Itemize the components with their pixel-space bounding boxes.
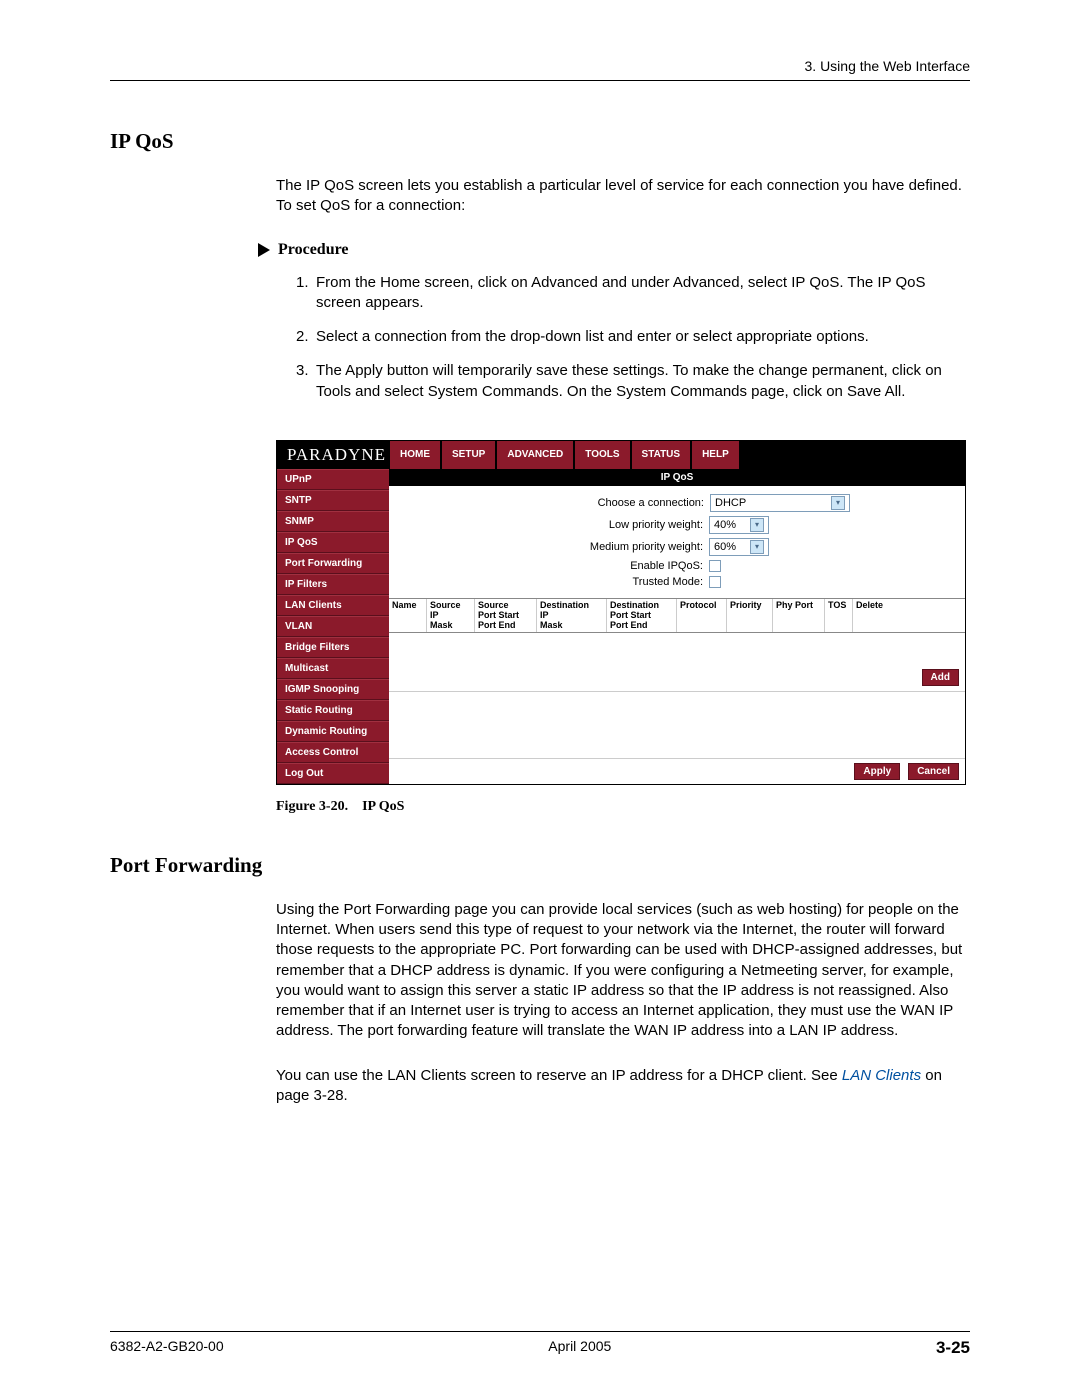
col-priority: Priority [727, 599, 773, 633]
lan-clients-link[interactable]: LAN Clients [842, 1067, 921, 1084]
connection-value: DHCP [715, 497, 746, 509]
sidebar-item-accesscontrol[interactable]: Access Control [277, 742, 389, 763]
sidebar-item-vlan[interactable]: VLAN [277, 616, 389, 637]
page-footer: 6382-A2-GB20-00 April 2005 3-25 [110, 1331, 970, 1358]
sidebar-item-sntp[interactable]: SNTP [277, 490, 389, 511]
sidebar-item-dynamicrouting[interactable]: Dynamic Routing [277, 721, 389, 742]
brand-logo: PARADYNE [277, 441, 389, 469]
panel-title: IP QoS [389, 469, 965, 486]
trusted-mode-label: Trusted Mode: [503, 576, 703, 588]
med-priority-label: Medium priority weight: [503, 541, 703, 553]
low-priority-value: 40% [714, 519, 736, 531]
doc-date: April 2005 [548, 1338, 611, 1358]
sidebar-item-upnp[interactable]: UPnP [277, 469, 389, 490]
add-button[interactable]: Add [922, 669, 959, 686]
ipqos-intro: The IP QoS screen lets you establish a p… [276, 176, 970, 217]
col-source-port: SourcePort StartPort End [475, 599, 537, 633]
chapter-header: 3. Using the Web Interface [110, 58, 970, 74]
page-number: 3-25 [936, 1338, 970, 1358]
apply-button[interactable]: Apply [854, 763, 900, 780]
procedure-arrow-icon [258, 243, 270, 257]
sidebar-item-ipqos[interactable]: IP QoS [277, 532, 389, 553]
procedure-list: 1.From the Home screen, click on Advance… [296, 273, 970, 402]
ipqos-screenshot: PARADYNE HOME SETUP ADVANCED TOOLS STATU… [276, 440, 966, 785]
step-num: 3. [296, 361, 316, 402]
sidebar: UPnP SNTP SNMP IP QoS Port Forwarding IP… [277, 469, 389, 784]
sidebar-item-lanclients[interactable]: LAN Clients [277, 595, 389, 616]
connection-label: Choose a connection: [504, 497, 704, 509]
section-title-portforwarding: Port Forwarding [110, 853, 970, 878]
sidebar-item-snmp[interactable]: SNMP [277, 511, 389, 532]
nav-setup[interactable]: SETUP [441, 441, 496, 469]
sidebar-item-ipfilters[interactable]: IP Filters [277, 574, 389, 595]
figure-caption: Figure 3-20. IP QoS [276, 799, 966, 815]
enable-ipqos-checkbox[interactable] [709, 560, 721, 572]
doc-number: 6382-A2-GB20-00 [110, 1338, 224, 1358]
sidebar-item-multicast[interactable]: Multicast [277, 658, 389, 679]
connection-select[interactable]: DHCP ▾ [710, 494, 850, 512]
sidebar-item-portforwarding[interactable]: Port Forwarding [277, 553, 389, 574]
col-protocol: Protocol [677, 599, 727, 633]
step-text: The Apply button will temporarily save t… [316, 361, 970, 402]
enable-ipqos-label: Enable IPQoS: [503, 560, 703, 572]
sidebar-item-logout[interactable]: Log Out [277, 763, 389, 784]
col-dest-port: DestinationPort StartPort End [607, 599, 677, 633]
portforwarding-p2: You can use the LAN Clients screen to re… [276, 1066, 970, 1107]
step-text: From the Home screen, click on Advanced … [316, 273, 970, 314]
nav-tools[interactable]: TOOLS [574, 441, 630, 469]
sidebar-item-bridgefilters[interactable]: Bridge Filters [277, 637, 389, 658]
nav-home[interactable]: HOME [389, 441, 441, 469]
step-num: 1. [296, 273, 316, 314]
col-name: Name [389, 599, 427, 633]
sidebar-item-staticrouting[interactable]: Static Routing [277, 700, 389, 721]
rules-table-header: Name SourceIPMask SourcePort StartPort E… [389, 598, 965, 634]
col-source-ip: SourceIPMask [427, 599, 475, 633]
step-text: Select a connection from the drop-down l… [316, 327, 970, 347]
nav-help[interactable]: HELP [691, 441, 740, 469]
chevron-down-icon: ▾ [750, 518, 764, 532]
med-priority-select[interactable]: 60% ▾ [709, 538, 769, 556]
low-priority-select[interactable]: 40% ▾ [709, 516, 769, 534]
step-num: 2. [296, 327, 316, 347]
chevron-down-icon: ▾ [831, 496, 845, 510]
low-priority-label: Low priority weight: [503, 519, 703, 531]
col-delete: Delete [853, 599, 965, 633]
procedure-label: Procedure [278, 241, 349, 259]
nav-advanced[interactable]: ADVANCED [496, 441, 574, 469]
rules-table-body: Add [389, 633, 965, 691]
col-phyport: Phy Port [773, 599, 825, 633]
med-priority-value: 60% [714, 541, 736, 553]
cancel-button[interactable]: Cancel [908, 763, 959, 780]
header-rule [110, 80, 970, 81]
col-dest-ip: DestinationIPMask [537, 599, 607, 633]
trusted-mode-checkbox[interactable] [709, 576, 721, 588]
portforwarding-p1: Using the Port Forwarding page you can p… [276, 900, 970, 1042]
nav-status[interactable]: STATUS [631, 441, 692, 469]
sidebar-item-igmp[interactable]: IGMP Snooping [277, 679, 389, 700]
col-tos: TOS [825, 599, 853, 633]
section-title-ipqos: IP QoS [110, 129, 970, 154]
chevron-down-icon: ▾ [750, 540, 764, 554]
